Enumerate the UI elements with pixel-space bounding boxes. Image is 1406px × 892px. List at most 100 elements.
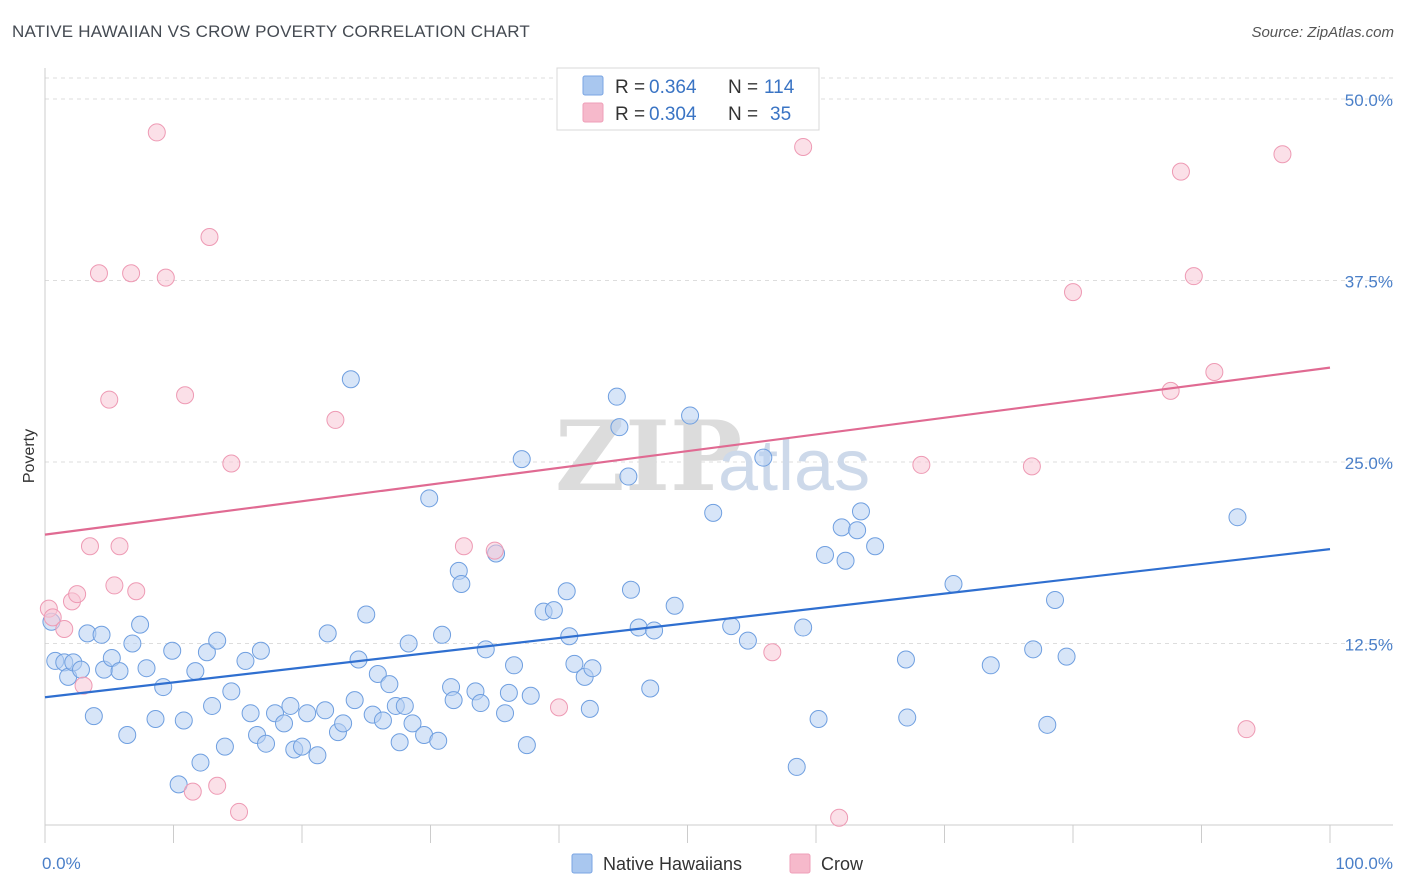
point-native-hawaiians: [380, 675, 399, 694]
point-native-hawaiians: [251, 641, 270, 660]
point-native-hawaiians: [318, 624, 337, 643]
legend-bottom-label-native-hawaiians: Native Hawaiians: [603, 854, 742, 874]
point-native-hawaiians: [944, 574, 963, 593]
x-tick-label-max: 100.0%: [1335, 854, 1393, 873]
trend-line-crow: [44, 366, 1331, 536]
series-crow-points: [39, 123, 1292, 827]
point-native-hawaiians: [981, 656, 1000, 675]
point-native-hawaiians: [851, 502, 870, 521]
point-crow: [80, 537, 99, 556]
point-native-hawaiians: [754, 448, 773, 467]
point-crow: [794, 137, 813, 156]
legend-bottom: Native Hawaiians Crow: [571, 853, 864, 874]
point-crow: [110, 537, 129, 556]
point-native-hawaiians: [92, 625, 111, 644]
source-credit: Source: ZipAtlas.com: [1251, 24, 1394, 41]
point-native-hawaiians: [809, 710, 828, 729]
point-native-hawaiians: [257, 734, 276, 753]
point-native-hawaiians: [174, 711, 193, 730]
point-crow: [326, 410, 345, 429]
point-native-hawaiians: [420, 489, 439, 508]
point-native-hawaiians: [345, 691, 364, 710]
watermark: ZIP atlas: [555, 400, 870, 513]
point-crow: [176, 386, 195, 405]
point-crow: [200, 227, 219, 246]
point-native-hawaiians: [787, 757, 806, 776]
point-native-hawaiians: [84, 707, 103, 726]
point-crow: [156, 268, 175, 287]
point-native-hawaiians: [641, 679, 660, 698]
point-native-hawaiians: [357, 605, 376, 624]
point-native-hawaiians: [898, 708, 917, 727]
point-native-hawaiians: [236, 651, 255, 670]
point-native-hawaiians: [866, 537, 885, 556]
point-native-hawaiians: [512, 450, 531, 469]
point-native-hawaiians: [208, 631, 227, 650]
point-native-hawaiians: [499, 683, 518, 702]
point-native-hawaiians: [390, 733, 409, 752]
point-native-hawaiians: [444, 691, 463, 710]
point-native-hawaiians: [794, 618, 813, 637]
point-native-hawaiians: [203, 696, 222, 715]
point-native-hawaiians: [146, 710, 165, 729]
legend-bottom-swatch-native-hawaiians: [571, 853, 593, 874]
point-native-hawaiians: [505, 656, 524, 675]
point-native-hawaiians: [123, 634, 142, 653]
point-crow: [147, 123, 166, 142]
point-native-hawaiians: [832, 518, 851, 537]
point-crow: [1205, 363, 1224, 381]
legend-n-value: 114: [764, 77, 795, 98]
point-native-hawaiians: [580, 699, 599, 718]
point-crow: [1184, 267, 1203, 286]
x-tick-label-min: 0.0%: [42, 854, 81, 873]
point-native-hawaiians: [621, 580, 640, 599]
point-native-hawaiians: [433, 625, 452, 644]
point-native-hawaiians: [197, 643, 216, 662]
legend-r-label: R =: [615, 104, 645, 125]
point-crow: [55, 619, 74, 638]
point-native-hawaiians: [191, 753, 210, 772]
point-native-hawaiians: [848, 521, 867, 540]
y-tick-label: 37.5%: [1345, 273, 1393, 292]
point-native-hawaiians: [222, 682, 241, 701]
chart-title: NATIVE HAWAIIAN VS CROW POVERTY CORRELAT…: [12, 22, 530, 41]
point-native-hawaiians: [665, 596, 684, 615]
point-native-hawaiians: [169, 775, 188, 794]
point-native-hawaiians: [738, 631, 757, 650]
y-tick-labels: 12.5% 25.0% 37.5% 50.0%: [1345, 91, 1393, 654]
point-crow: [763, 643, 782, 662]
point-native-hawaiians: [645, 621, 664, 640]
point-native-hawaiians: [298, 704, 317, 723]
point-crow: [100, 390, 119, 409]
point-crow: [230, 802, 249, 821]
point-native-hawaiians: [1057, 647, 1076, 666]
point-native-hawaiians: [429, 731, 448, 750]
point-native-hawaiians: [1024, 640, 1043, 659]
x-tick-labels: 0.0% 100.0%: [42, 854, 1393, 873]
point-native-hawaiians: [403, 714, 422, 733]
point-native-hawaiians: [704, 503, 723, 522]
point-native-hawaiians: [131, 615, 150, 634]
point-native-hawaiians: [681, 406, 700, 425]
point-crow: [208, 776, 227, 795]
point-native-hawaiians: [341, 370, 360, 389]
point-native-hawaiians: [521, 686, 540, 705]
point-native-hawaiians: [607, 387, 626, 406]
point-native-hawaiians: [118, 725, 137, 744]
point-native-hawaiians: [215, 737, 234, 756]
grid-lines: [45, 77, 1393, 645]
point-native-hawaiians: [583, 659, 602, 678]
legend-n-label: N =: [728, 77, 758, 98]
point-native-hawaiians: [610, 418, 629, 437]
point-native-hawaiians: [471, 694, 490, 713]
trend-lines: [44, 366, 1331, 699]
legend-n-value: 35: [770, 104, 791, 125]
point-native-hawaiians: [836, 551, 855, 570]
point-native-hawaiians: [154, 678, 173, 697]
point-native-hawaiians: [1038, 715, 1057, 734]
point-native-hawaiians: [722, 617, 741, 636]
legend-swatch-native-hawaiians: [582, 75, 604, 96]
point-native-hawaiians: [275, 714, 294, 733]
series-native-hawaiians-points: [42, 370, 1247, 794]
y-tick-label: 50.0%: [1345, 91, 1393, 110]
